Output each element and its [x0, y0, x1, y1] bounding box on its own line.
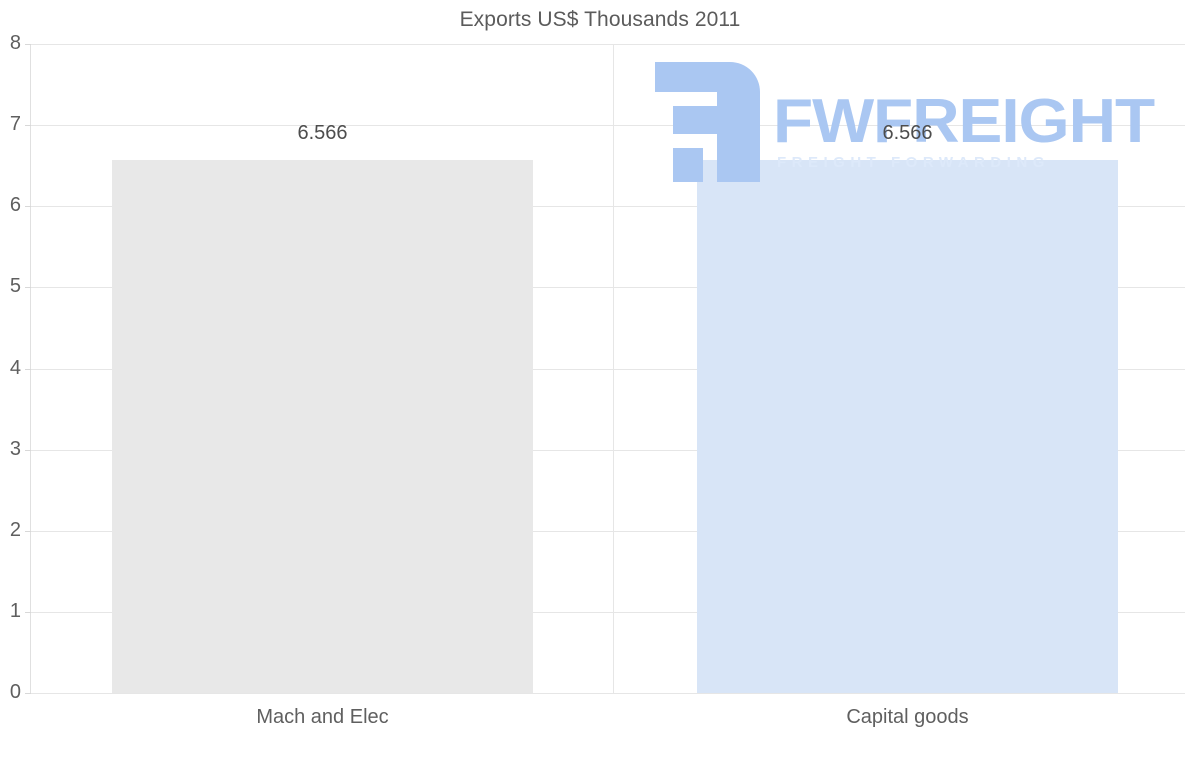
y-tick-mark-4 [25, 369, 31, 370]
y-tick-mark-7 [25, 125, 31, 126]
gridline-y-2 [30, 531, 1185, 532]
chart-title: Exports US$ Thousands 2011 [459, 8, 741, 31]
gridline-y-1 [30, 612, 1185, 613]
y-tick-label-3: 3 [9, 438, 21, 460]
gridline-y-8 [30, 44, 1185, 45]
y-tick-mark-8 [25, 44, 31, 45]
y-tick-label-6: 6 [9, 194, 21, 216]
y-tick-mark-6 [25, 206, 31, 207]
gridline-y-7 [30, 125, 1185, 126]
y-tick-mark-0 [25, 693, 31, 694]
y-tick-label-0: 0 [9, 681, 21, 703]
y-tick-label-8: 8 [9, 32, 21, 54]
gridline-y-3 [30, 450, 1185, 451]
y-tick-label-1: 1 [9, 600, 21, 622]
bar-mach-and-elec[interactable] [112, 160, 533, 693]
gridline-y-4 [30, 369, 1185, 370]
bar-value-label-capital-goods: 6.566 [882, 122, 933, 145]
y-tick-mark-1 [25, 612, 31, 613]
gridline-y-0 [30, 693, 1185, 694]
x-tick-label-mach-and-elec: Mach and Elec [256, 706, 389, 728]
plot-area [30, 44, 1185, 694]
y-tick-label-4: 4 [9, 357, 21, 379]
y-tick-label-7: 7 [9, 113, 21, 135]
bar-capital-goods[interactable] [697, 160, 1118, 693]
y-tick-mark-3 [25, 450, 31, 451]
x-tick-label-capital-goods: Capital goods [846, 706, 969, 728]
gridline-category-separator [613, 44, 614, 693]
y-tick-label-2: 2 [9, 519, 21, 541]
bar-value-label-mach-and-elec: 6.566 [297, 122, 348, 145]
y-tick-mark-5 [25, 287, 31, 288]
y-tick-mark-2 [25, 531, 31, 532]
y-tick-label-5: 5 [9, 275, 21, 297]
gridline-y-5 [30, 287, 1185, 288]
gridline-y-6 [30, 206, 1185, 207]
